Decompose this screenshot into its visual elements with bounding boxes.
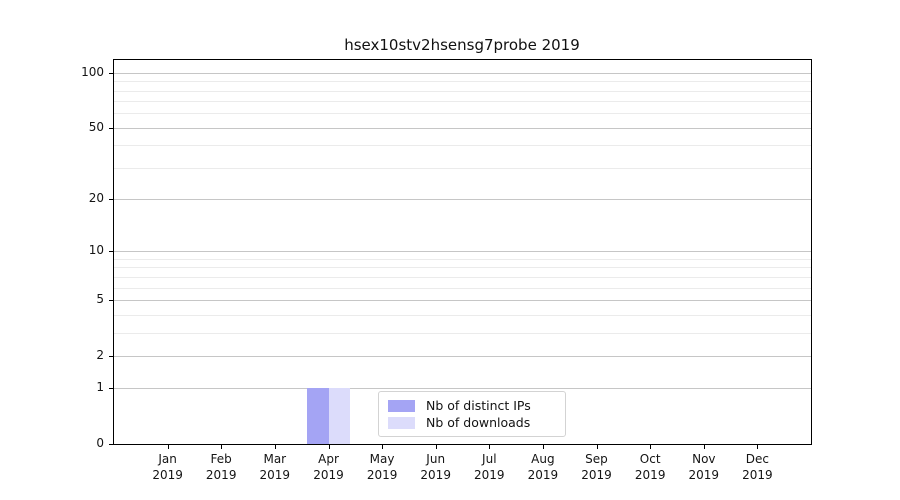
x-tick-label: Jan 2019 [152,452,183,482]
y-tick [109,72,113,74]
y-tick-label: 50 [88,119,104,134]
chart-title: hsex10stv2hsensg7probe 2019 [344,36,580,54]
x-tick-label: Jun 2019 [420,452,451,482]
y-tick [109,199,113,201]
legend-item-distinct-ips: Nb of distinct IPs [388,398,556,413]
x-tick [542,445,544,449]
y-gridline-major [114,251,811,253]
x-tick-label: Sep 2019 [581,452,612,482]
y-gridline-minor [114,267,811,269]
y-gridline-minor [114,287,811,289]
x-tick [596,445,598,449]
x-tick-label: Aug 2019 [527,452,559,482]
x-tick [328,445,330,449]
y-tick-label: 2 [96,347,104,362]
y-tick-label: 20 [88,191,104,206]
y-tick-label: 5 [96,291,104,306]
x-tick-label: Mar 2019 [259,452,291,482]
legend-swatch-downloads-icon [388,416,415,429]
plot-area: Jan 2019 Feb 2019 Mar 2019 Apr 2019 May 2019 Jun 20… [109,59,812,482]
legend-swatch-distinct-ips-icon [388,399,415,412]
y-tick [109,127,113,129]
y-gridline-major [114,127,811,129]
y-gridline-minor [114,145,811,147]
x-tick [489,445,491,449]
x-tick-label: Nov 2019 [688,452,720,482]
y-gridline-minor [114,81,811,83]
bar-downloads [328,388,350,444]
x-tick [650,445,652,449]
y-gridline-minor [114,90,811,92]
y-gridline-minor [114,314,811,316]
x-tick [435,445,437,449]
x-tick-label: May 2019 [366,452,398,482]
legend-label-distinct-ips: Nb of distinct IPs [426,398,531,413]
y-gridline-major [114,199,811,201]
x-tick-label: Dec 2019 [742,452,773,482]
x-tick-label: Jul 2019 [474,452,505,482]
y-gridline-major [114,355,811,357]
x-tick-label: Apr 2019 [313,452,344,482]
y-tick [109,444,113,445]
y-gridline-major [114,299,811,301]
x-tick [167,445,169,449]
x-tick [221,445,223,449]
y-gridline-minor [114,258,811,260]
y-tick [109,388,113,390]
y-tick [109,251,113,253]
y-gridline-major [114,72,811,74]
y-gridline-minor [114,332,811,334]
legend: Nb of distinct IPs Nb of downloads [378,391,566,437]
y-gridline-minor [114,167,811,169]
bar-distinct-ips [307,388,329,444]
y-tick-label: 1 [96,380,104,395]
x-tick [382,445,384,449]
y-tick [109,355,113,357]
x-tick-label: Feb 2019 [205,452,237,482]
y-gridline-major [114,388,811,390]
y-tick-label: 0 [96,436,104,450]
y-gridline-minor [114,113,811,115]
x-tick [703,445,705,449]
y-tick [109,299,113,301]
x-tick [274,445,276,449]
y-tick-label: 100 [81,64,104,79]
y-gridline-minor [114,276,811,278]
y-tick-label: 10 [88,243,104,258]
y-gridline-minor [114,101,811,103]
x-tick-label: Oct 2019 [634,452,666,482]
x-tick [757,445,759,449]
legend-item-downloads: Nb of downloads [388,415,556,430]
legend-label-downloads: Nb of downloads [426,415,531,430]
